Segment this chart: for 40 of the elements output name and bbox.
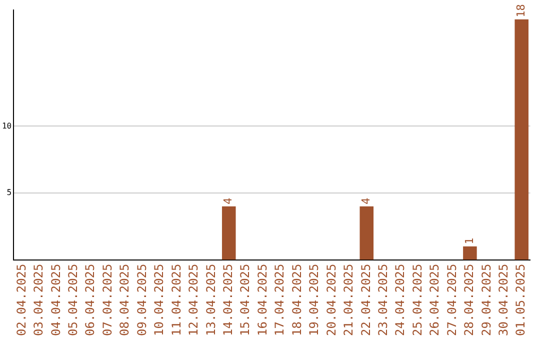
x-tick-label: 03.04.2025: [32, 264, 46, 336]
y-tick-label: 10: [2, 121, 12, 130]
x-tick-label: 17.04.2025: [272, 264, 287, 336]
x-tick-label: 08.04.2025: [118, 264, 132, 336]
x-tick-label: 12.04.2025: [186, 264, 201, 336]
x-tick-label: 27.04.2025: [444, 264, 459, 336]
x-tick-label: 10.04.2025: [152, 264, 166, 336]
x-tick-label: 26.04.2025: [428, 264, 442, 336]
x-tick-label: 24.04.2025: [393, 264, 408, 336]
data-label: 1: [462, 238, 476, 244]
x-tick-label: 20.04.2025: [324, 264, 338, 336]
x-tick-label: 23.04.2025: [376, 264, 390, 336]
y-tick-label: 5: [6, 188, 12, 198]
x-tick-label: 19.04.2025: [307, 264, 322, 336]
x-tick-label: 05.04.2025: [66, 264, 80, 336]
x-tick-label: 07.04.2025: [100, 264, 114, 336]
x-tick-label: 18.04.2025: [290, 264, 304, 336]
x-tick-label: 29.04.2025: [479, 264, 494, 336]
x-tick-label: 06.04.2025: [83, 264, 98, 336]
x-tick-label: 04.04.2025: [48, 264, 63, 336]
bar: [514, 19, 528, 260]
x-tick-label: 02.04.2025: [14, 264, 28, 336]
x-tick-label: 09.04.2025: [134, 264, 149, 336]
x-tick-label: 11.04.2025: [169, 264, 184, 336]
data-label: 18: [514, 4, 528, 18]
bar: [463, 246, 477, 260]
bar: [360, 206, 374, 260]
x-tick-label: 14.04.2025: [221, 264, 235, 336]
x-tick-label: 16.04.2025: [255, 264, 270, 336]
data-label: 4: [222, 197, 235, 204]
x-tick-label: 25.04.2025: [410, 264, 424, 336]
x-tick-label: 15.04.2025: [238, 264, 252, 336]
data-label: 4: [359, 197, 372, 204]
bar: [222, 206, 236, 260]
x-tick-label: 30.04.2025: [496, 264, 511, 336]
x-tick-label: 22.04.2025: [358, 264, 373, 336]
x-tick-label: 28.04.2025: [462, 264, 476, 336]
x-tick-label: 13.04.2025: [204, 264, 218, 336]
x-tick-label: 21.04.2025: [342, 264, 356, 336]
x-tick-label: 01.05.2025: [514, 264, 528, 336]
